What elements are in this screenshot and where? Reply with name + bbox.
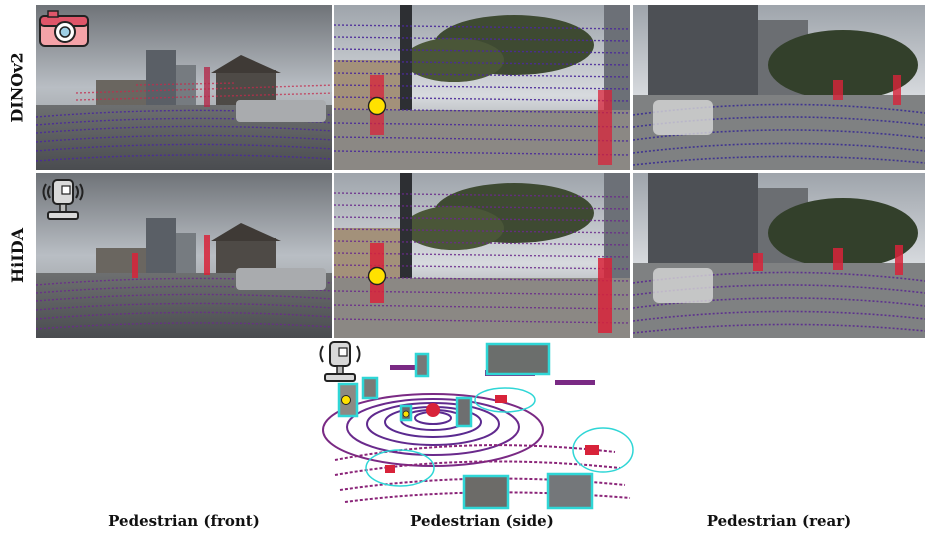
row-label-text: DINOv2 [7,52,27,123]
caption-front: Pedestrian (front) [108,512,260,530]
caption-side: Pedestrian (side) [410,512,554,530]
camera-icon [38,8,90,48]
hiida-front-panel [36,173,332,338]
row-label-hiida: HiIDA [0,173,34,338]
row-label-text: HiIDA [7,228,27,283]
lidar-bev-view [315,340,635,510]
dinov2-rear-panel [633,5,925,170]
hiida-side-panel [334,173,630,338]
lidar-sensor-icon [319,341,361,382]
hiida-rear-panel [633,173,925,338]
lidar-sensor-icon [40,178,86,222]
row-label-dinov2: DINOv2 [0,5,34,170]
caption-rear: Pedestrian (rear) [706,512,852,530]
dinov2-side-panel [334,5,630,170]
